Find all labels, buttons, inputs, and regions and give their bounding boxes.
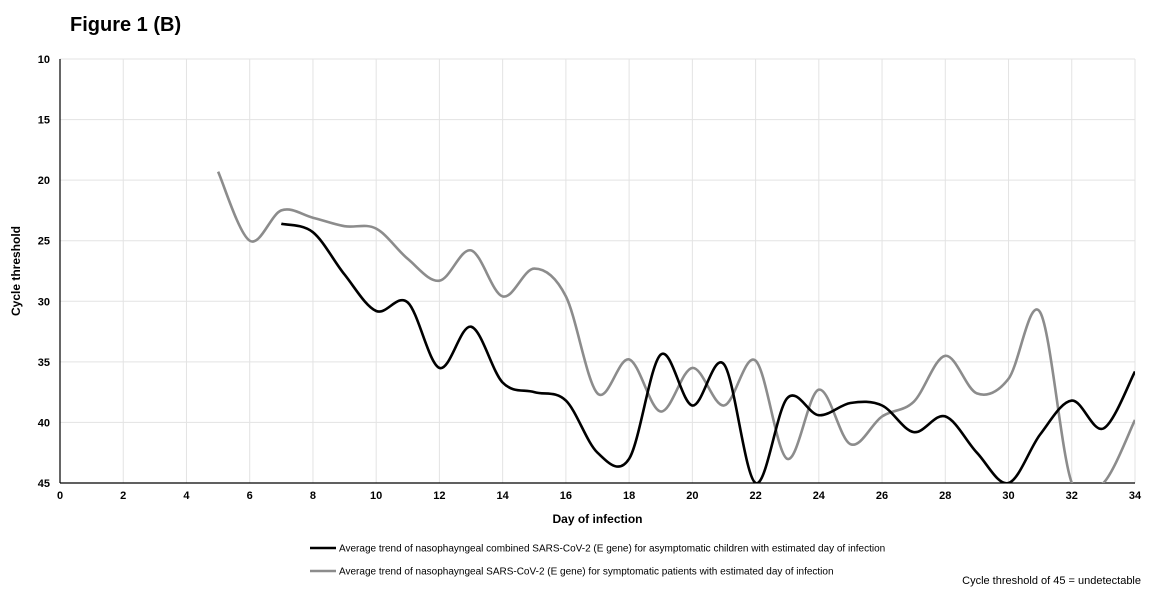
y-tick-label: 15 xyxy=(38,115,50,127)
legend: Average trend of nasophayngeal combined … xyxy=(310,544,885,578)
x-tick-label: 16 xyxy=(560,490,572,502)
x-tick-label: 34 xyxy=(1129,490,1142,502)
undetectable-note: Cycle threshold of 45 = undetectable xyxy=(962,575,1141,587)
grid-lines xyxy=(59,58,1136,484)
y-tick-label: 10 xyxy=(38,54,50,66)
x-tick-label: 6 xyxy=(247,490,253,502)
y-tick-label: 30 xyxy=(38,296,50,308)
x-tick-label: 18 xyxy=(623,490,635,502)
y-tick-labels: 10 15 20 25 30 35 40 45 xyxy=(38,54,50,490)
x-tick-label: 2 xyxy=(120,490,126,502)
y-tick-label: 20 xyxy=(38,175,50,187)
x-tick-label: 20 xyxy=(686,490,698,502)
x-tick-label: 22 xyxy=(749,490,761,502)
y-axis-label: Cycle threshold xyxy=(9,226,23,316)
x-tick-label: 24 xyxy=(813,490,826,502)
y-tick-label: 35 xyxy=(38,357,50,369)
series-lines xyxy=(216,171,1135,483)
x-tick-label: 12 xyxy=(433,490,445,502)
x-tick-labels: 0 2 4 6 8 10 12 14 16 18 20 22 24 26 28 30 32 34 xyxy=(57,490,1142,502)
legend-entry: Average trend of nasophayngeal combined … xyxy=(339,544,885,555)
legend-entry: Average trend of nasophayngeal SARS-CoV-… xyxy=(339,567,834,578)
x-tick-label: 8 xyxy=(310,490,316,502)
x-tick-label: 0 xyxy=(57,490,63,502)
x-tick-label: 28 xyxy=(939,490,951,502)
series-line-asymptomatic xyxy=(280,222,1135,483)
y-tick-label: 40 xyxy=(38,417,50,429)
x-tick-label: 32 xyxy=(1066,490,1078,502)
y-tick-label: 45 xyxy=(38,478,50,490)
x-tick-label: 26 xyxy=(876,490,888,502)
series-line-symptomatic xyxy=(216,171,1135,483)
axes xyxy=(59,59,1135,484)
x-tick-label: 10 xyxy=(370,490,382,502)
x-tick-label: 4 xyxy=(183,490,190,502)
x-tick-label: 30 xyxy=(1002,490,1014,502)
y-tick-label: 25 xyxy=(38,236,50,248)
x-tick-label: 14 xyxy=(497,490,510,502)
x-axis-label: Day of infection xyxy=(552,512,642,526)
figure-title: Figure 1 (B) xyxy=(70,14,182,36)
